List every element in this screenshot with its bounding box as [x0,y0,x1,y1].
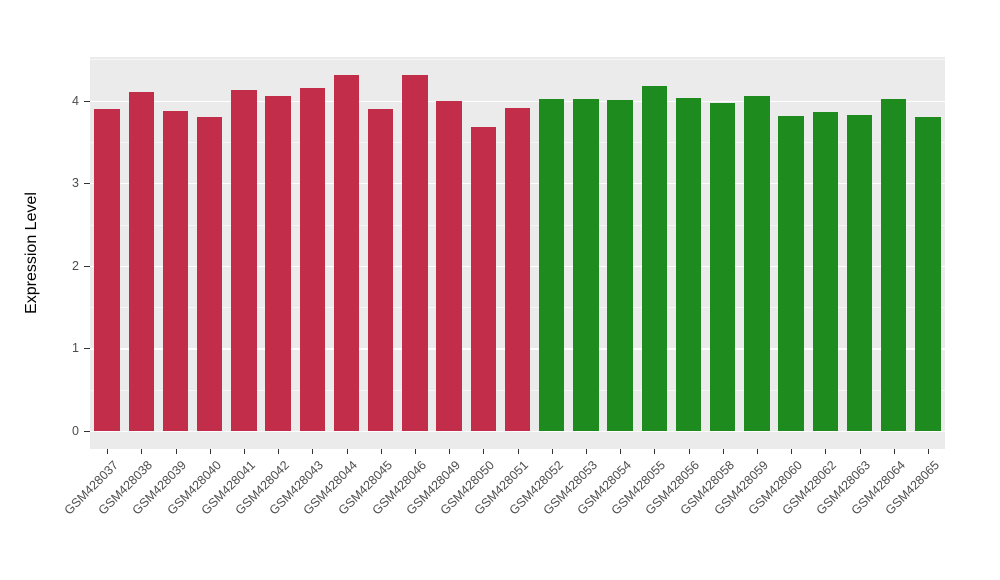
bar-GSM428064 [881,99,907,431]
y-tick [84,100,90,102]
bar-GSM428056 [675,98,702,431]
bar-GSM428060 [778,116,804,431]
bar-GSM428063 [846,114,873,431]
y-tick [84,183,90,185]
bar-GSM428044 [333,75,360,431]
x-tick [209,449,211,454]
gridline-minor [90,59,945,61]
bar-GSM428065 [915,117,941,431]
gridline-major [90,100,945,102]
x-tick [243,449,245,454]
x-tick [380,449,382,454]
bar-GSM428054 [607,99,633,431]
gridline-major [90,430,945,433]
x-tick [517,449,519,454]
bar-GSM428039 [162,110,189,431]
bar-GSM428040 [197,117,223,431]
y-tick-label: 0 [72,423,79,438]
x-tick [312,449,314,454]
y-tick [84,348,90,350]
bar-GSM428046 [402,75,428,431]
y-tick-label: 3 [72,176,79,191]
x-tick [414,449,416,454]
y-tick [84,430,90,432]
bar-GSM428051 [504,108,531,431]
bar-GSM428050 [470,127,496,431]
x-tick [756,449,758,454]
bar-GSM428043 [299,88,325,431]
x-tick [346,449,348,454]
plot-panel [90,57,945,449]
x-tick [791,449,793,454]
bar-GSM428038 [128,92,154,431]
x-tick [483,449,485,454]
x-tick [654,449,656,454]
bar-GSM428053 [573,99,599,431]
x-tick [859,449,861,454]
y-tick-label: 2 [72,258,79,273]
x-tick [278,449,280,454]
x-tick [175,449,177,454]
x-tick [449,449,451,454]
bars [90,57,945,449]
x-tick [107,449,109,454]
x-tick [893,449,895,454]
y-tick-label: 4 [72,93,79,108]
bar-GSM428055 [641,85,667,431]
bar-GSM428037 [94,108,120,431]
bar-GSM428042 [265,95,291,431]
x-tick [551,449,553,454]
x-tick [722,449,724,454]
y-tick-label: 1 [72,341,79,356]
bar-GSM428045 [368,108,394,431]
x-tick [688,449,690,454]
bar-GSM428059 [744,95,770,431]
x-tick [141,449,143,454]
bar-GSM428049 [436,100,462,431]
x-tick [620,449,622,454]
x-tick [927,449,929,454]
x-tick [585,449,587,454]
bar-GSM428052 [539,99,565,431]
y-tick [84,265,90,267]
x-tick [825,449,827,454]
bar-GSM428062 [812,112,838,431]
bar-GSM428058 [710,103,736,431]
bar-GSM428041 [231,90,257,431]
